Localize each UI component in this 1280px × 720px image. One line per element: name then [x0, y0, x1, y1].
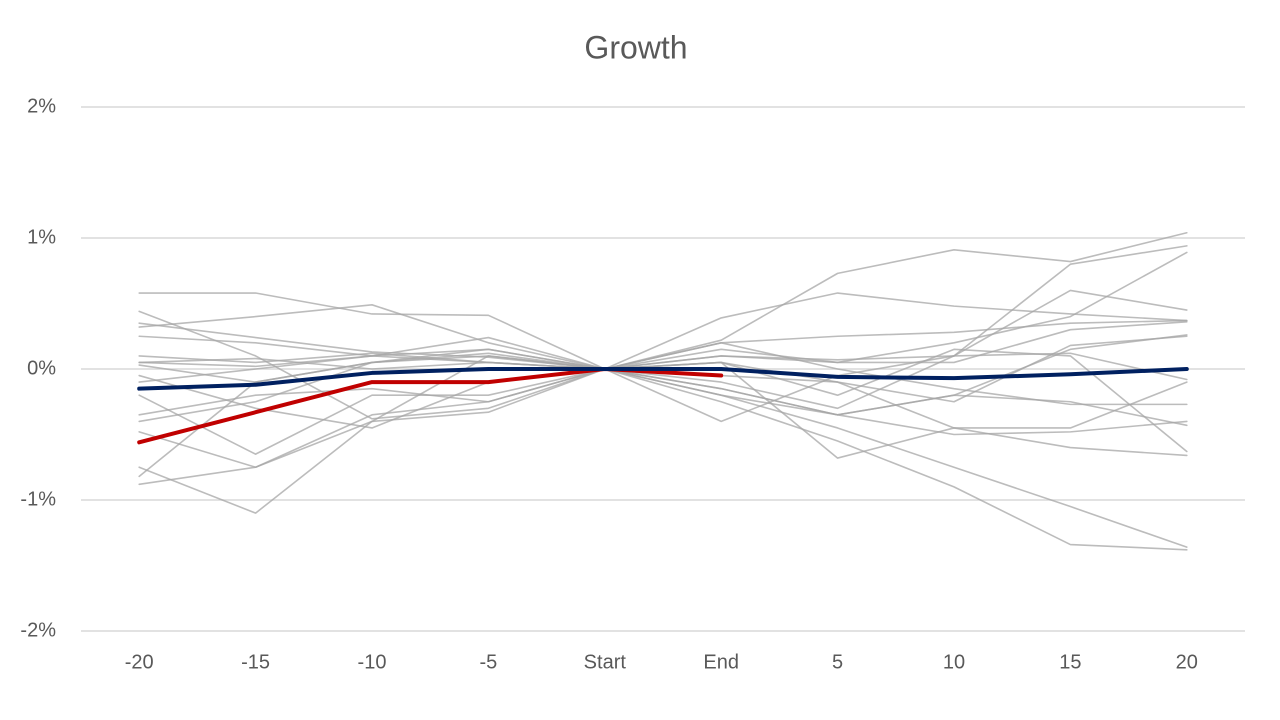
series-line	[138, 292, 1188, 370]
series-line	[138, 245, 1188, 410]
x-tick-label: End	[703, 651, 739, 673]
highlight-line	[137, 367, 1189, 391]
series-line	[138, 342, 1188, 406]
y-tick-label: -2%	[20, 619, 56, 641]
x-tick-label: -20	[125, 651, 154, 673]
x-tick-label: -10	[358, 651, 387, 673]
x-tick-label: 10	[943, 651, 965, 673]
x-tick-label: -15	[241, 651, 270, 673]
series-line	[138, 231, 1188, 370]
x-tick-label: Start	[584, 651, 627, 673]
y-tick-label: 2%	[27, 95, 56, 117]
series-line	[138, 251, 1188, 370]
series-line	[138, 368, 1188, 551]
series-line	[138, 348, 1188, 453]
series-line	[138, 289, 1188, 423]
series-line	[138, 355, 1188, 548]
y-tick-label: 0%	[27, 357, 56, 379]
x-tick-label: 20	[1176, 651, 1198, 673]
y-tick-label: 1%	[27, 226, 56, 248]
series-line	[138, 357, 1188, 427]
y-tick-label: -1%	[20, 488, 56, 510]
x-tick-label: 15	[1059, 651, 1081, 673]
x-tick-label: -5	[480, 651, 498, 673]
chart-title: Growth	[584, 29, 687, 65]
x-tick-label: 5	[832, 651, 843, 673]
series-line	[138, 352, 1188, 478]
